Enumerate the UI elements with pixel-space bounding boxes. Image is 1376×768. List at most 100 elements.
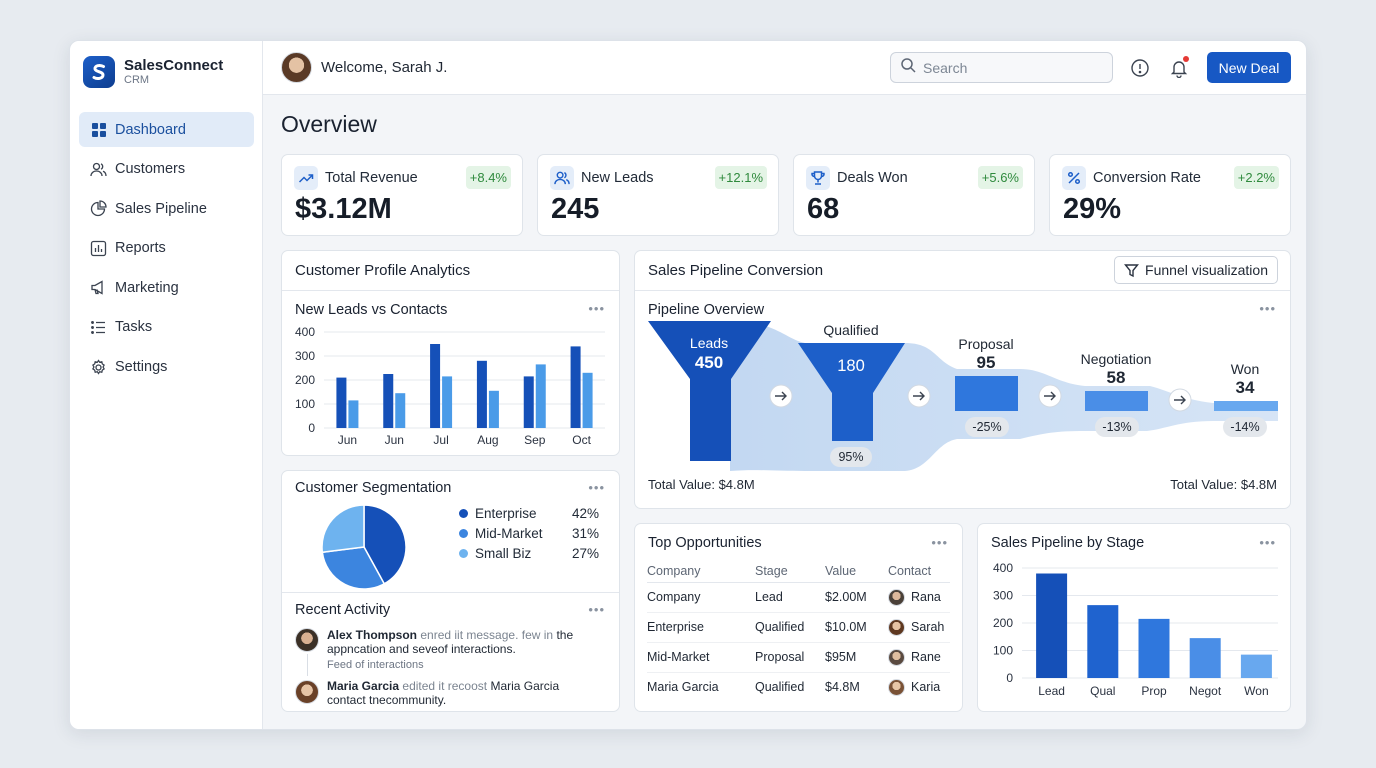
activity-item[interactable]: Maria Garcia edited it recoost Maria Gar… [327,679,612,707]
kpi-delta-badge: +2.2% [1233,166,1279,189]
new-deal-button[interactable]: New Deal [1207,52,1291,83]
divider [282,592,619,593]
more-options-icon[interactable]: ••• [1259,301,1276,316]
chat-icon[interactable] [1129,57,1151,79]
more-options-icon[interactable]: ••• [588,602,605,617]
search-input[interactable] [923,59,1103,76]
recent-activity-title: Recent Activity [295,602,391,618]
x-tick-label: Jun [385,433,404,447]
sidebar-item-tasks[interactable]: Tasks [79,310,254,345]
more-options-icon[interactable]: ••• [931,535,948,550]
pipeline-funnel: Leads 450 Qualified 180 95% Proposal 95 … [648,321,1278,471]
x-tick-label: Sep [524,433,546,447]
cell-company: Company [647,582,755,613]
table-row[interactable]: Enterprise Qualified $10.0M Sarah [647,612,950,643]
gear-icon [90,358,107,376]
opportunities-table: Company Stage Value Contact Company Lead… [647,560,950,702]
kpi-card-total-revenue[interactable]: Total Revenue +8.4% $3.12M [281,154,523,236]
column-header[interactable]: Stage [755,560,825,583]
avatar [888,648,905,666]
funnel-stage-value: 95 [977,353,996,372]
funnel-stage-name: Won [1231,361,1260,377]
x-tick-label: Won [1244,684,1268,698]
sidebar-item-customers[interactable]: Customers [79,152,254,187]
total-value-left: Total Value: $4.8M [648,477,755,492]
cell-contact: Rane [888,642,950,673]
search-icon [900,57,916,78]
sidebar-item-dashboard[interactable]: Dashboard [79,112,254,147]
bar [535,364,546,428]
bell-icon[interactable] [1168,56,1190,79]
y-tick-label: 100 [295,397,315,411]
user-avatar[interactable] [281,52,312,83]
segmentation-pie-chart [321,504,407,590]
bar [1138,618,1170,678]
customer-profile-analytics-card: Customer Profile Analytics New Leads vs … [281,250,620,456]
grid-icon [90,121,107,138]
activity-text-2: contact tnecommunity. [327,693,447,707]
page-title: Overview [281,111,377,137]
avatar [888,618,905,636]
sidebar-item-label: Sales Pipeline [115,200,207,217]
welcome-text: Welcome, Sarah J. [321,59,448,76]
bar [430,344,441,428]
sidebar-item-marketing[interactable]: Marketing [79,270,254,305]
sidebar-item-label: Tasks [115,319,153,336]
sidebar-item-settings[interactable]: Settings [79,350,254,385]
more-options-icon[interactable]: ••• [588,480,605,495]
legend-dot [459,529,468,538]
kpi-card-conversion-rate[interactable]: Conversion Rate +2.2% 29% [1049,154,1291,236]
notification-dot [1183,56,1189,62]
divider [635,290,1290,291]
legend-percent: 27% [571,546,599,561]
table-row[interactable]: Maria Garcia Qualified $4.8M Karia [647,672,950,702]
top-header: Welcome, Sarah J. New Deal [263,41,1306,95]
x-tick-label: Oct [572,433,591,447]
y-tick-label: 200 [993,616,1013,630]
activity-avatar [295,680,319,704]
table-header-row: Company Stage Value Contact [647,560,950,583]
trend-up-icon [294,166,318,190]
bar [442,376,453,428]
percent-icon [1062,166,1086,190]
kpi-value: $3.12M [295,193,392,225]
bar [395,393,406,428]
column-header[interactable]: Value [825,560,888,583]
x-tick-label: Jun [338,433,357,447]
column-header[interactable]: Contact [888,560,950,583]
users-icon [550,166,574,190]
legend-dot [459,509,468,518]
cell-value: $10.0M [825,612,888,643]
conversion-rate-badge [830,447,872,467]
funnel-stage-leads [648,321,771,461]
top-opportunities-card: Top Opportunities ••• Company Stage Valu… [634,523,963,712]
brand[interactable]: SalesConnect CRM [83,56,223,88]
pipeline-by-stage-card: Sales Pipeline by Stage ••• 0 100 200 300 40… [977,523,1291,712]
kpi-card-new-leads[interactable]: New Leads +12.1% 245 [537,154,779,236]
funnel-visualization-button[interactable]: Funnel visualization [1114,256,1278,284]
more-options-icon[interactable]: ••• [1259,535,1276,550]
pie-slice [321,546,386,590]
legend-percent: 42% [571,506,599,521]
column-header[interactable]: Company [647,560,755,583]
cell-company: Maria Garcia [647,680,719,695]
contact-name: Rane [911,649,941,664]
kpi-card-deals-won[interactable]: Deals Won +5.6% 68 [793,154,1035,236]
more-options-icon[interactable]: ••• [588,301,605,316]
sidebar-item-reports[interactable]: Reports [79,231,254,266]
sidebar-item-label: Dashboard [115,121,186,138]
y-tick-label: 200 [295,373,315,387]
y-tick-label: 300 [295,349,315,363]
search-box[interactable] [890,52,1113,83]
funnel-stage-name: Leads [690,335,728,351]
bar [476,360,487,428]
table-row[interactable]: Mid-Market Proposal $95M Rane [647,642,950,673]
sidebar-item-sales-pipeline[interactable]: Sales Pipeline [79,191,254,226]
pipeline-overview-title: Pipeline Overview [648,302,765,318]
activity-item[interactable]: Alex Thompson enred iit message. few in … [327,628,612,656]
segmentation-activity-card: Customer Segmentation ••• Enterprise 42%… [281,470,620,712]
activity-text-2: appncation and seveof interactions. [327,642,516,656]
table-row[interactable]: Company Lead $2.00M Rana [647,582,950,613]
total-value-right: Total Value: $4.8M [1170,477,1277,492]
legend-label: Enterprise [475,506,537,521]
